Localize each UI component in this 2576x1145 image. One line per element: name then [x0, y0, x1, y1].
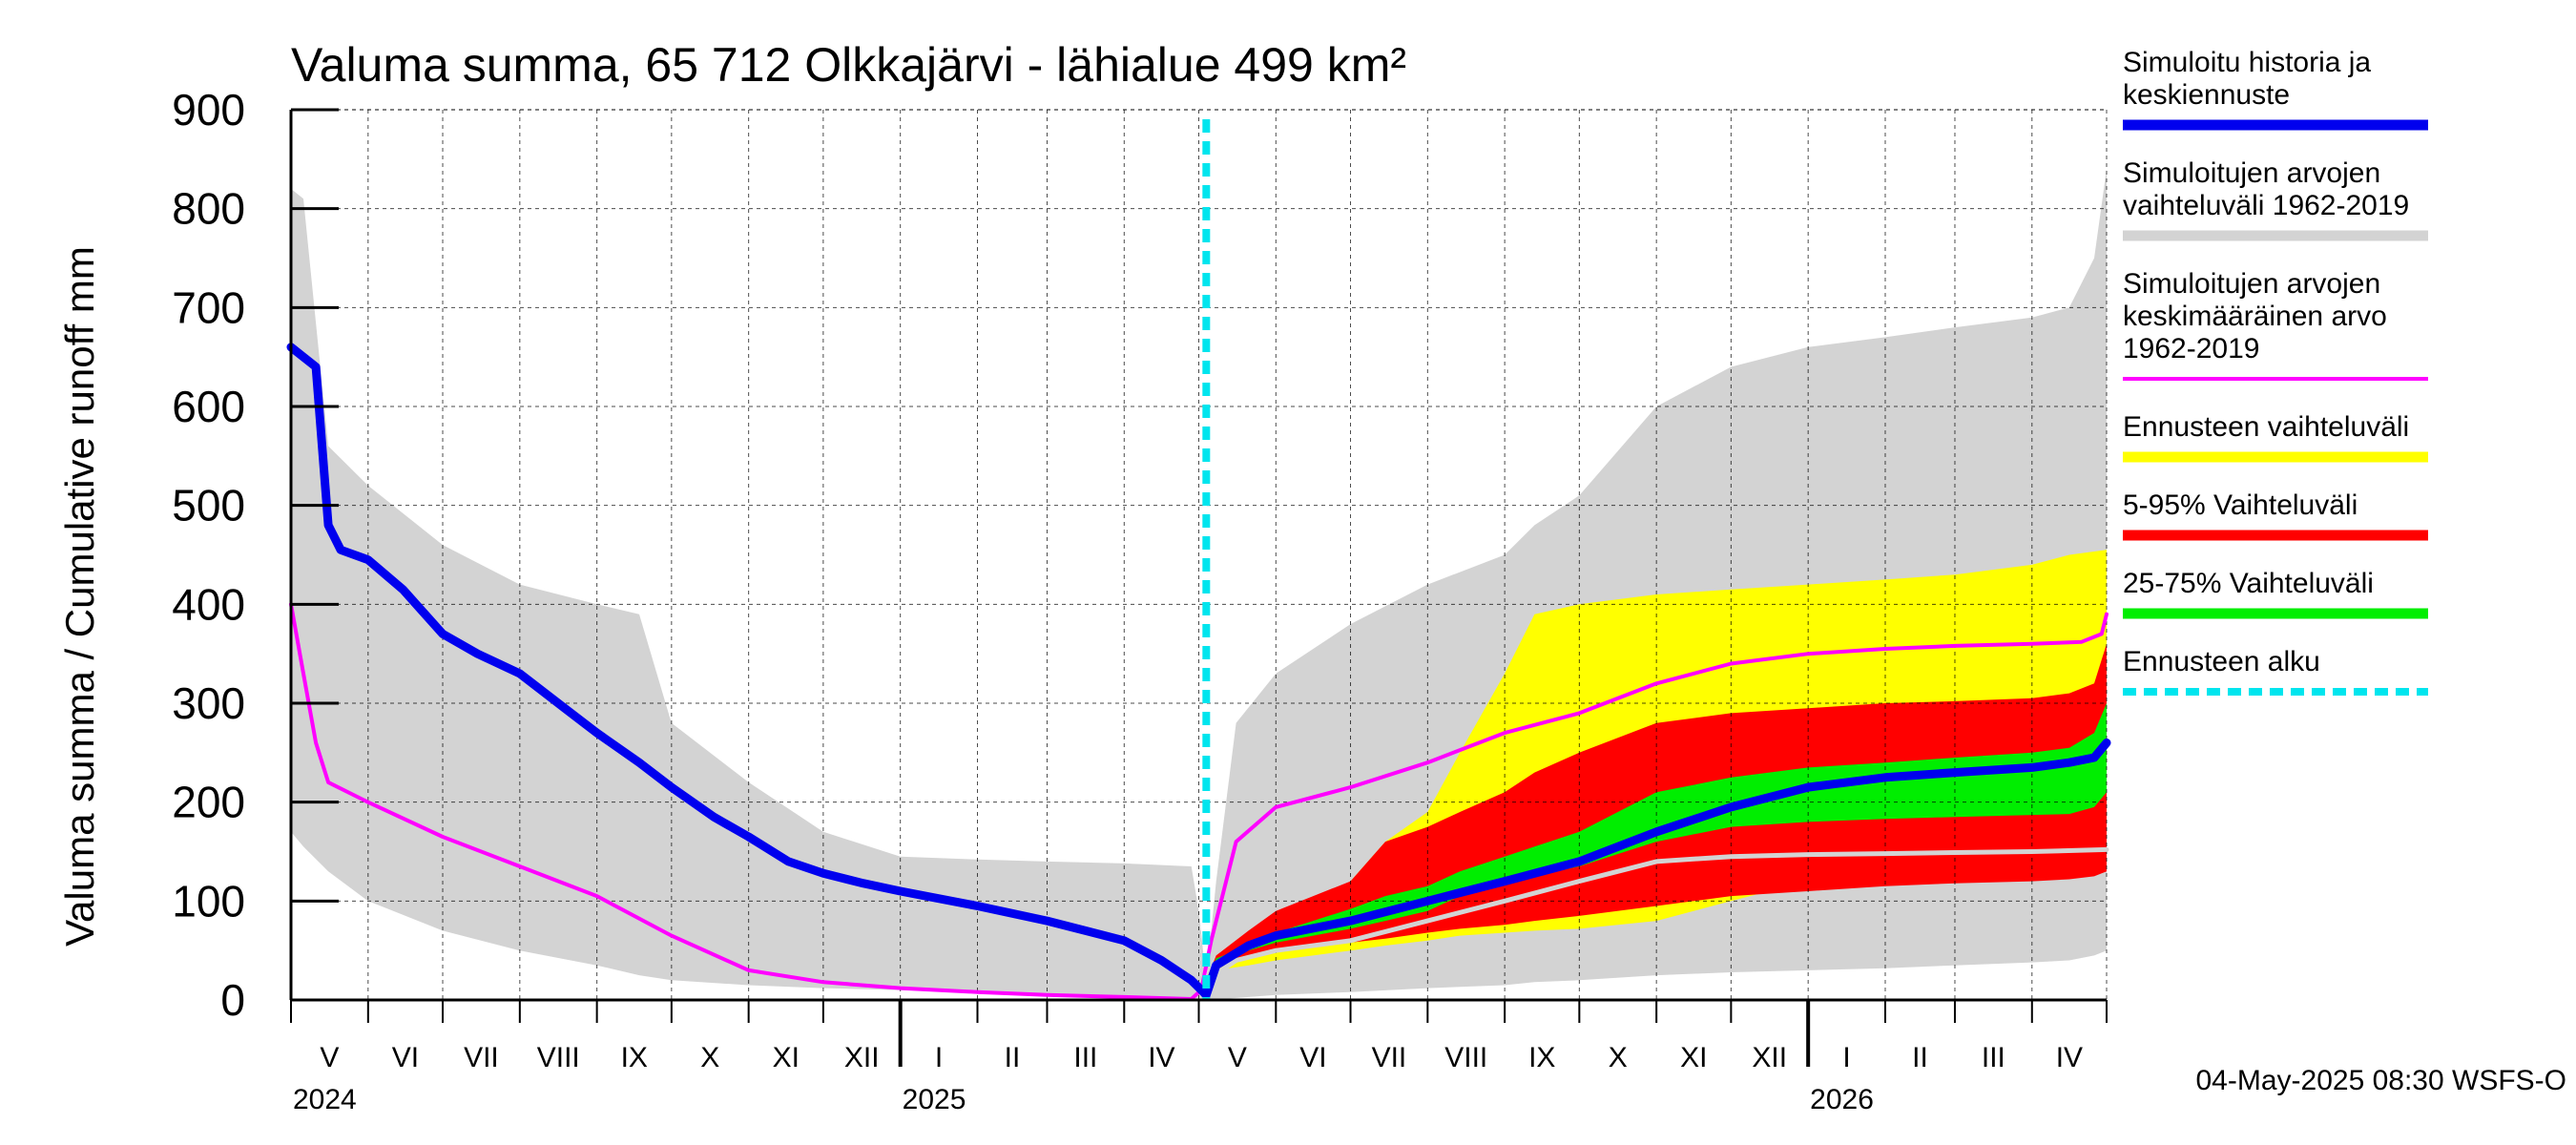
- x-month-label: VIII: [1444, 1042, 1487, 1073]
- x-month-label: III: [1982, 1042, 2005, 1073]
- line-simuloitujen-arvojen-keskim-r-inen-arvo-harmaa: [1203, 846, 2109, 983]
- x-month-label: X: [1609, 1042, 1628, 1073]
- legend-label: 25-75% Vaihteluväli: [2123, 568, 2374, 599]
- y-tick-label: 800: [172, 184, 245, 234]
- timestamp-label: 04-May-2025 08:30 WSFS-O: [2196, 1065, 2567, 1096]
- y-tick-label: 0: [220, 975, 245, 1025]
- legend-label: keskiennuste: [2123, 79, 2290, 111]
- x-month-label: XI: [773, 1042, 800, 1073]
- legend-item-ennusteen-alku: Ennusteen alku: [2123, 646, 2428, 696]
- y-tick-label: 400: [172, 579, 245, 629]
- y-tick-label: 500: [172, 481, 245, 531]
- band-25-75-vaihteluv-li: [1206, 703, 2107, 981]
- chart-title: Valuma summa, 65 712 Olkkajärvi - lähial…: [291, 38, 1406, 92]
- x-month-label: XII: [844, 1042, 880, 1073]
- legend-item-25-75-vaihteluv-li: 25-75% Vaihteluväli: [2123, 568, 2428, 619]
- series-lines: [286, 119, 2111, 1001]
- legend-label: Simuloitujen arvojen: [2123, 157, 2380, 189]
- x-month-label: XII: [1752, 1042, 1787, 1073]
- x-year-label: 2025: [903, 1084, 966, 1115]
- legend-label: Simuloitujen arvojen: [2123, 268, 2380, 300]
- y-tick-label: 200: [172, 778, 245, 827]
- legend-label: Ennusteen vaihteluväli: [2123, 411, 2409, 443]
- x-month-label: V: [320, 1042, 339, 1073]
- legend-label: keskimääräinen arvo: [2123, 301, 2387, 332]
- legend: Simuloitu historia jakeskiennusteSimuloi…: [2123, 47, 2428, 696]
- x-month-label: II: [1005, 1042, 1021, 1073]
- x-month-label: XI: [1680, 1042, 1707, 1073]
- x-month-label: V: [1228, 1042, 1247, 1073]
- y-tick-label: 100: [172, 876, 245, 926]
- x-month-label: VIII: [537, 1042, 580, 1073]
- x-month-label: II: [1912, 1042, 1928, 1073]
- y-tick-label: 600: [172, 382, 245, 431]
- x-month-label: IV: [1148, 1042, 1174, 1073]
- legend-label: Ennusteen alku: [2123, 646, 2320, 677]
- x-month-label: VI: [1299, 1042, 1326, 1073]
- y-tick-label: 900: [172, 85, 245, 135]
- legend-label: 1962-2019: [2123, 333, 2259, 364]
- x-month-label: VII: [1372, 1042, 1407, 1073]
- x-month-label: X: [700, 1042, 719, 1073]
- y-axis-label: Valuma summa / Cumulative runoff mm: [57, 246, 102, 947]
- legend-item-5-95-vaihteluv-li: 5-95% Vaihteluväli: [2123, 489, 2428, 541]
- line-simuloitu-historia-ja-keskiennuste: [286, 343, 2111, 1000]
- x-month-label: I: [935, 1042, 943, 1073]
- x-month-label: IX: [1528, 1042, 1555, 1073]
- legend-item-ennusteen-vaihteluv-li: Ennusteen vaihteluväli: [2123, 411, 2428, 463]
- x-year-label: 2024: [293, 1084, 357, 1115]
- x-month-label: VII: [464, 1042, 499, 1073]
- legend-label: Simuloitu historia ja: [2123, 47, 2371, 78]
- x-month-label: III: [1073, 1042, 1097, 1073]
- y-tick-label: 300: [172, 678, 245, 728]
- grid-lines: [291, 109, 2108, 1000]
- x-month-label: I: [1842, 1042, 1850, 1073]
- x-year-label: 2026: [1810, 1084, 1874, 1115]
- legend-label: vaihteluväli 1962-2019: [2123, 190, 2409, 221]
- y-tick-label: 700: [172, 282, 245, 332]
- x-month-label: VI: [392, 1042, 419, 1073]
- x-month-label: IV: [2056, 1042, 2083, 1073]
- legend-label: 5-95% Vaihteluväli: [2123, 489, 2358, 521]
- x-month-label: IX: [621, 1042, 648, 1073]
